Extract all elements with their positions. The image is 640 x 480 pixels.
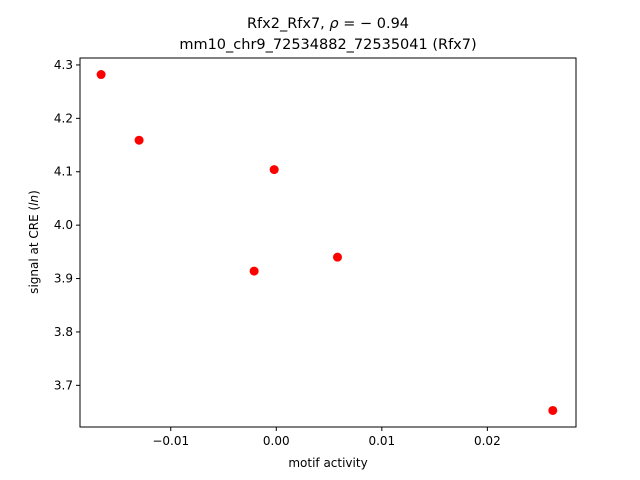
data-point [269, 165, 279, 175]
y-tick-label: 4.0 [54, 218, 73, 232]
y-tick-label: 3.7 [54, 378, 73, 392]
y-tick-label: 4.3 [54, 58, 73, 72]
plot-area-frame [79, 57, 577, 428]
chart-title-line1: Rfx2_Rfx7, ρ = − 0.94 [247, 16, 409, 32]
y-tick-label: 4.1 [54, 165, 73, 179]
chart-title-line2: mm10_chr9_72534882_72535041 (Rfx7) [179, 37, 476, 53]
data-points [96, 70, 558, 415]
y-axis-label: signal at CRE (ln) [27, 190, 41, 294]
y-axis-label-prefix: signal at CRE ( [27, 206, 41, 294]
x-axis-label: motif activity [288, 456, 367, 470]
data-point [332, 252, 342, 262]
y-axis-label-suffix: ) [27, 190, 41, 195]
x-tick-label: 0.01 [368, 434, 395, 448]
x-tick-label: 0.02 [474, 434, 501, 448]
data-point [548, 405, 558, 415]
y-tick-label: 4.2 [54, 111, 73, 125]
x-tick-label: 0.00 [263, 434, 290, 448]
data-point [96, 70, 106, 80]
title-prefix: Rfx2_Rfx7, [247, 16, 329, 32]
axis-ticks: −0.01 0.00 0.01 0.02 3.7 3.8 3.9 4.0 4.1 4.2 4.3 [54, 58, 501, 448]
title-rho: ρ [329, 16, 339, 32]
title-suffix: = − 0.94 [339, 16, 409, 32]
data-point [134, 135, 144, 145]
y-tick-label: 3.8 [54, 325, 73, 339]
data-point [249, 266, 259, 276]
y-tick-label: 3.9 [54, 272, 73, 286]
x-tick-label: −0.01 [152, 434, 189, 448]
y-axis-label-italic: ln [27, 195, 41, 206]
